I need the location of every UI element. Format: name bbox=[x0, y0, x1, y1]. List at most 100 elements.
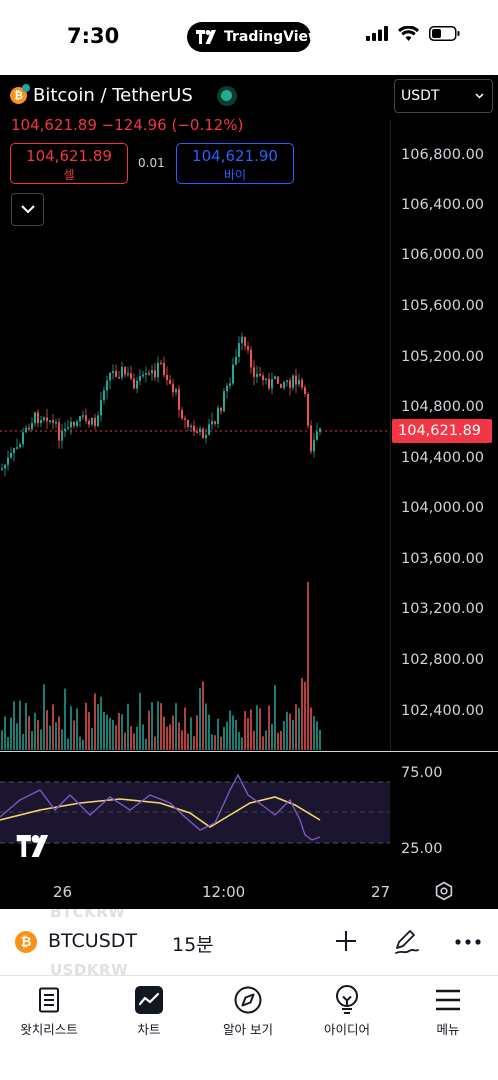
tradingview-pill[interactable]: TradingView bbox=[187, 22, 321, 52]
volume-bar bbox=[175, 703, 177, 750]
tab-label: 아이디어 bbox=[323, 1022, 370, 1037]
volume-bar bbox=[94, 693, 96, 750]
volume-bar bbox=[217, 718, 219, 750]
sell-label: 셀 bbox=[63, 168, 75, 182]
candle-body bbox=[163, 362, 165, 376]
candle-body bbox=[229, 383, 231, 386]
volume-bar bbox=[259, 708, 261, 750]
volume-bar bbox=[289, 713, 291, 750]
plus-icon[interactable] bbox=[334, 929, 358, 953]
volume-bar bbox=[70, 706, 72, 750]
volume-bar bbox=[160, 703, 162, 750]
volume-bar bbox=[172, 715, 174, 750]
sell-button[interactable]: 104,621.89 셀 bbox=[10, 143, 128, 184]
candle-body bbox=[316, 431, 318, 440]
tab-chart[interactable]: 차트 bbox=[104, 984, 194, 1038]
candle-body bbox=[61, 430, 63, 441]
ghost-symbol-above: BTCKRW bbox=[50, 909, 126, 921]
collapse-legend-button[interactable] bbox=[11, 193, 44, 226]
candle-body bbox=[115, 371, 117, 378]
candle-body bbox=[244, 336, 246, 347]
chart-settings-icon[interactable] bbox=[434, 881, 454, 901]
volume-bar bbox=[64, 688, 66, 750]
volume-bar bbox=[25, 702, 27, 750]
volume-bar bbox=[178, 722, 180, 750]
currency-select[interactable]: USDT bbox=[394, 79, 493, 113]
candle-body bbox=[259, 373, 261, 376]
timeframe-selector[interactable]: 15분 bbox=[172, 934, 214, 956]
volume-bar bbox=[4, 716, 6, 750]
candle-body bbox=[142, 374, 144, 377]
candle-body bbox=[304, 387, 306, 395]
volume-bar bbox=[61, 729, 63, 750]
tab-explore[interactable]: 알아 보기 bbox=[203, 984, 293, 1038]
candle-body bbox=[4, 464, 6, 469]
volume-bar bbox=[130, 726, 132, 750]
volume-bar bbox=[301, 678, 303, 750]
watchlist-icon bbox=[39, 987, 59, 1013]
signal-icon bbox=[366, 26, 388, 41]
pane-separator[interactable] bbox=[0, 751, 498, 752]
volume-bar bbox=[58, 716, 60, 750]
candle-body bbox=[94, 417, 96, 427]
volume-bar bbox=[22, 733, 24, 750]
volume-bar bbox=[67, 738, 69, 750]
volume-bar bbox=[310, 707, 312, 750]
candle-body bbox=[1, 468, 3, 471]
tab-menu[interactable]: 메뉴 bbox=[403, 984, 493, 1038]
more-icon[interactable] bbox=[455, 939, 481, 945]
candle-body bbox=[277, 376, 279, 384]
volume-bar bbox=[265, 730, 267, 750]
candle-body bbox=[34, 412, 36, 424]
volume-bar bbox=[148, 710, 150, 750]
candle-body bbox=[181, 409, 183, 419]
volume-bar bbox=[97, 704, 99, 750]
chevron-down-icon bbox=[20, 205, 35, 214]
volume-bar bbox=[154, 736, 156, 750]
chart-area[interactable]: ₿ Bitcoin / TetherUS 104,621.89 −124.96 … bbox=[0, 75, 498, 909]
candle-body bbox=[49, 420, 51, 422]
volume-bar bbox=[16, 723, 18, 750]
tab-watchlist[interactable]: 왓치리스트 bbox=[4, 984, 94, 1038]
volume-bar bbox=[274, 685, 276, 750]
volume-bar bbox=[169, 724, 171, 750]
tradingview-logo-icon bbox=[196, 30, 216, 44]
candles bbox=[1, 332, 321, 477]
compass-icon bbox=[234, 986, 262, 1014]
candle-body bbox=[13, 448, 15, 453]
status-icons bbox=[366, 26, 460, 41]
volume-bar bbox=[214, 735, 216, 750]
volume-bar bbox=[202, 681, 204, 750]
candle-body bbox=[283, 381, 285, 388]
volume-bar bbox=[163, 716, 165, 750]
volume-bar bbox=[232, 715, 234, 750]
candle-body bbox=[184, 418, 186, 420]
symbol-header[interactable]: ₿ Bitcoin / TetherUS bbox=[10, 84, 237, 106]
tab-ideas[interactable]: 아이디어 bbox=[302, 984, 392, 1038]
candle-body bbox=[223, 391, 225, 412]
candle-body bbox=[151, 370, 153, 374]
chart-canvas[interactable] bbox=[0, 75, 390, 875]
draw-pen-icon[interactable] bbox=[393, 929, 421, 955]
volume-bar bbox=[196, 715, 198, 750]
time-axis[interactable]: 26 12:00 27 bbox=[0, 875, 498, 909]
volume-bar bbox=[34, 712, 36, 750]
sell-price: 104,621.89 bbox=[26, 147, 112, 165]
candle-body bbox=[154, 370, 156, 378]
candle-body bbox=[310, 425, 312, 452]
candle-body bbox=[166, 375, 168, 380]
volume-bar bbox=[88, 711, 90, 750]
candle-body bbox=[295, 375, 297, 385]
volume-bar bbox=[235, 720, 237, 750]
candle-body bbox=[199, 428, 201, 433]
volume-bar bbox=[106, 714, 108, 750]
volume-bar bbox=[49, 725, 51, 750]
buy-button[interactable]: 104,621.90 바이 bbox=[176, 143, 294, 184]
candle-body bbox=[112, 371, 114, 373]
candle-body bbox=[205, 434, 207, 439]
candle-body bbox=[88, 420, 90, 425]
symbol-selector[interactable]: BTCUSDT bbox=[48, 930, 137, 952]
volume-bar bbox=[19, 700, 21, 750]
candle-body bbox=[307, 394, 309, 426]
candle-body bbox=[202, 428, 204, 439]
